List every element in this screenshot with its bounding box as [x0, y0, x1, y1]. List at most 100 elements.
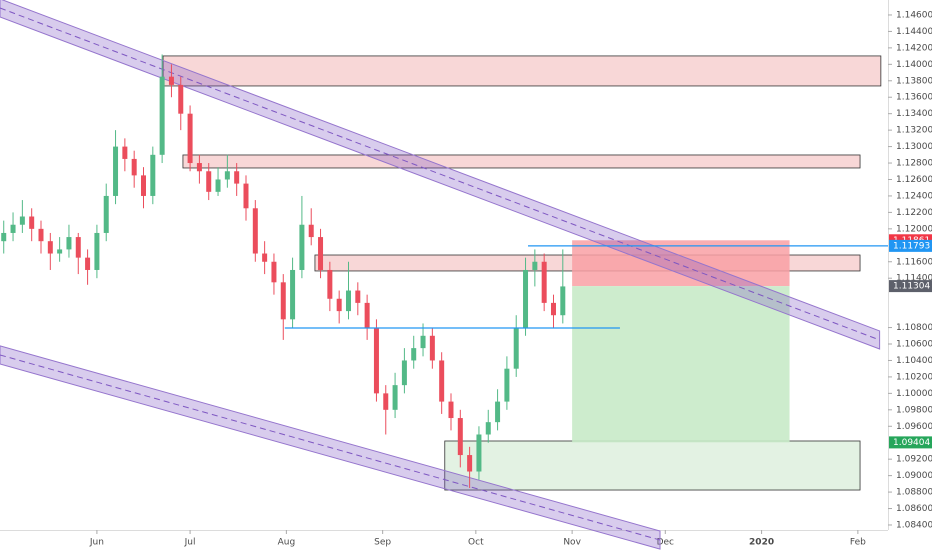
candle-body: [541, 261, 547, 303]
y-tick-label: 1.10000: [896, 389, 932, 399]
y-tick-label: 1.12000: [896, 224, 932, 234]
candle-body: [57, 249, 63, 254]
y-tick-label: 1.10800: [896, 323, 932, 333]
candle-body: [262, 253, 268, 262]
candle-body: [29, 216, 35, 229]
price-label-box: [889, 239, 932, 252]
candle-body: [448, 401, 454, 419]
candle-body: [336, 298, 342, 312]
zone: [444, 440, 861, 491]
candle-body: [373, 327, 379, 394]
zone: [182, 154, 861, 169]
y-tick-label: 1.13200: [896, 126, 932, 136]
candle-body: [206, 171, 212, 192]
candle-body: [1, 232, 7, 242]
price-label: 1.11304: [893, 282, 930, 292]
candle-body: [85, 257, 91, 270]
candle-body: [495, 401, 501, 423]
candle-body: [299, 224, 305, 270]
y-tick-label: 1.09800: [896, 405, 932, 415]
x-tick-label: Feb: [850, 538, 866, 548]
y-tick-label: 1.14400: [896, 27, 932, 37]
candle-body: [113, 146, 119, 196]
y-tick-label: 1.08800: [896, 488, 932, 498]
zone: [162, 55, 882, 87]
y-tick-label: 1.11400: [896, 274, 932, 284]
y-tick-label: 1.14000: [896, 60, 932, 70]
y-tick-label: 1.12400: [896, 191, 932, 201]
candle-body: [513, 327, 519, 369]
stop-zone: [572, 240, 790, 287]
x-tick-label: Aug: [278, 538, 296, 548]
candle-body: [290, 269, 296, 320]
candle-body: [168, 76, 174, 85]
candle-body: [224, 171, 230, 180]
candle-body: [345, 290, 351, 312]
candle-body: [234, 171, 240, 184]
candle-body: [318, 237, 324, 270]
candle-body: [308, 224, 314, 238]
candle-body: [19, 216, 25, 225]
y-tick-label: 1.10600: [896, 340, 932, 350]
candle-body: [178, 84, 184, 114]
y-tick-label: 1.13400: [896, 109, 932, 119]
y-tick-label: 1.09200: [896, 455, 932, 465]
candle-body: [215, 179, 221, 192]
y-tick-label: 1.12800: [896, 159, 932, 169]
candle-body: [271, 261, 277, 283]
y-tick-label: 1.11600: [896, 257, 932, 267]
candle-body: [252, 208, 258, 254]
candle-body: [243, 183, 249, 209]
candle-body: [392, 385, 398, 410]
candle-body: [122, 146, 128, 159]
channel-band: [0, 0, 881, 350]
candle-body: [159, 76, 165, 155]
y-tick-label: 1.12600: [896, 175, 932, 185]
price-label: 1.09404: [893, 438, 930, 448]
price-label-box: [889, 436, 932, 449]
y-tick-label: 1.14200: [896, 43, 932, 53]
y-tick-label: 1.13600: [896, 93, 932, 103]
candle-body: [523, 269, 529, 328]
y-tick-label: 1.14600: [896, 10, 932, 20]
candle-body: [467, 455, 473, 472]
candle-body: [103, 195, 109, 233]
candle-body: [457, 418, 463, 456]
channel-center: [0, 354, 661, 541]
candle-body: [140, 175, 146, 196]
candle-body: [47, 241, 53, 254]
channel-center: [0, 7, 880, 341]
candle-body: [66, 237, 72, 250]
candle-body: [94, 232, 100, 270]
candle-body: [476, 434, 482, 472]
x-tick-label: Nov: [563, 538, 581, 548]
x-tick-label: 2020: [749, 538, 774, 548]
price-label: 1.11793: [893, 241, 930, 251]
candle-body: [411, 348, 417, 361]
x-tick-label: Sep: [374, 538, 391, 548]
candle-body: [150, 154, 156, 196]
candle-body: [10, 224, 16, 233]
candle-body: [280, 282, 286, 320]
candle-body: [327, 269, 333, 299]
candle-body: [439, 360, 445, 402]
x-tick-label: Jul: [184, 538, 196, 548]
x-tick-label: Dec: [657, 538, 674, 548]
x-tick-label: Oct: [468, 538, 484, 548]
candle-body: [383, 393, 389, 410]
y-tick-label: 1.13000: [896, 142, 932, 152]
candle-body: [364, 302, 370, 328]
y-tick-label: 1.10400: [896, 356, 932, 366]
candle-body: [355, 290, 361, 303]
candle-body: [550, 302, 556, 316]
candle-body: [401, 360, 407, 386]
candle-body: [75, 237, 81, 258]
candle-body: [560, 286, 566, 316]
price-label-box: [889, 280, 932, 293]
candle-body: [420, 335, 426, 349]
y-tick-label: 1.13800: [896, 76, 932, 86]
y-tick-label: 1.09600: [896, 422, 932, 432]
candle-body: [196, 163, 202, 172]
